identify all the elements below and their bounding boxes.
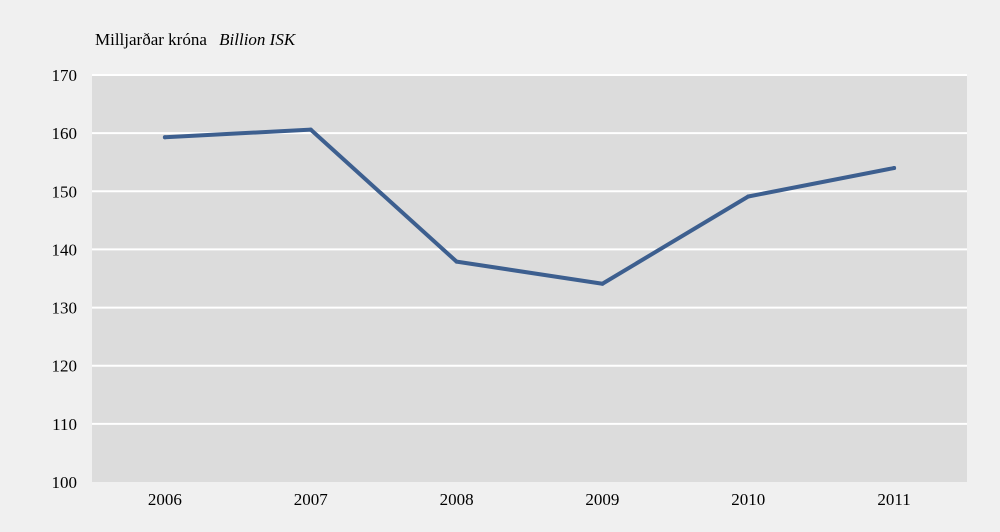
x-tick-label: 2011 — [877, 490, 910, 509]
x-tick-label: 2009 — [585, 490, 619, 509]
y-tick-label: 120 — [52, 357, 78, 376]
data-point — [454, 259, 459, 264]
x-tick-label: 2007 — [294, 490, 329, 509]
y-axis-tick-labels: 100 110 120 130 140 150 160 170 — [52, 66, 78, 492]
y-tick-label: 150 — [52, 182, 78, 201]
y-axis-label: Milljarðar króna Billion ISK — [95, 30, 297, 49]
data-point — [308, 127, 313, 132]
y-axis-label-en: Billion ISK — [219, 30, 297, 49]
y-tick-label: 170 — [52, 66, 78, 85]
x-tick-label: 2008 — [440, 490, 474, 509]
data-point — [600, 281, 605, 286]
data-point — [162, 135, 167, 140]
y-tick-label: 110 — [52, 415, 77, 434]
y-tick-label: 100 — [52, 473, 78, 492]
y-tick-label: 130 — [52, 299, 78, 318]
x-tick-label: 2010 — [731, 490, 765, 509]
data-point — [746, 194, 751, 199]
y-axis-label-is: Milljarðar króna — [95, 30, 207, 49]
x-axis-tick-labels: 2006 2007 2008 2009 2010 2011 — [148, 490, 911, 509]
series-line — [162, 127, 897, 286]
plot-area — [92, 75, 967, 482]
x-tick-label: 2006 — [148, 490, 182, 509]
series-lines — [162, 127, 897, 286]
data-point — [892, 166, 897, 171]
gridlines — [92, 74, 967, 425]
y-tick-label: 140 — [52, 240, 78, 259]
y-tick-label: 160 — [52, 124, 78, 143]
